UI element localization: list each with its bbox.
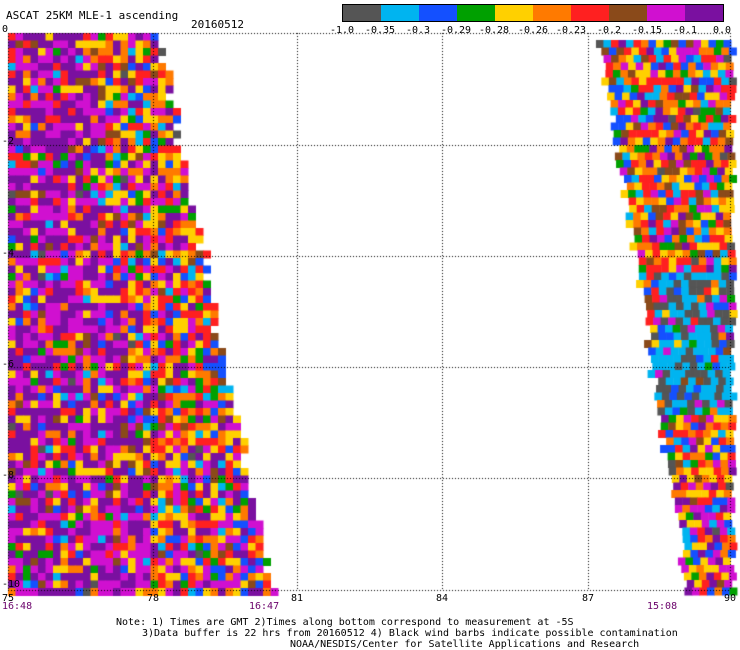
- color-scale-bar: [342, 4, 724, 22]
- x-tick-label: 81: [290, 593, 304, 604]
- color-swatch: [457, 5, 495, 21]
- y-tick-label: -10: [2, 579, 21, 590]
- scale-tick: -0.29: [440, 25, 472, 36]
- x-tick-label: 87: [581, 593, 595, 604]
- color-swatch: [571, 5, 609, 21]
- scale-tick: -0.1: [672, 25, 698, 36]
- y-tick-label: 0: [2, 24, 9, 35]
- y-tick-label: -6: [2, 359, 15, 370]
- y-tick-label: -2: [2, 136, 15, 147]
- swath-time-label: 16:48: [2, 601, 33, 612]
- scale-tick: -0.3: [405, 25, 431, 36]
- y-tick-label: -8: [2, 470, 15, 481]
- swath-time-label: 16:47: [249, 601, 280, 612]
- x-tick-label: 75: [1, 593, 15, 604]
- color-swatch: [647, 5, 685, 21]
- swath-time-label: 15:08: [647, 601, 678, 612]
- scale-tick: -0.23: [555, 25, 587, 36]
- x-tick-label: 84: [435, 593, 449, 604]
- map-title: ASCAT 25KM MLE-1 ascending: [6, 9, 179, 22]
- footnote-line-1: Note: 1) Times are GMT 2)Times along bot…: [116, 617, 574, 628]
- scale-tick: -0.2: [596, 25, 622, 36]
- scale-tick: -0.26: [517, 25, 549, 36]
- color-swatch: [495, 5, 533, 21]
- footnote-line-3: NOAA/NESDIS/Center for Satellite Applica…: [290, 639, 640, 650]
- color-swatch: [419, 5, 457, 21]
- scale-tick: -0.35: [364, 25, 396, 36]
- scale-tick: -1.0: [329, 25, 355, 36]
- color-swatch: [609, 5, 647, 21]
- color-swatch: [685, 5, 723, 21]
- footnote-line-2: 3)Data buffer is 22 hrs from 20160512 4)…: [142, 628, 678, 639]
- color-swatch: [381, 5, 419, 21]
- scale-tick: -0.15: [631, 25, 663, 36]
- color-swatch: [533, 5, 571, 21]
- scale-tick: 0.0: [712, 25, 732, 36]
- y-tick-label: -4: [2, 248, 15, 259]
- x-tick-label: 78: [146, 593, 160, 604]
- x-tick-label: 90: [723, 593, 737, 604]
- scale-tick: -0.28: [478, 25, 510, 36]
- color-swatch: [343, 5, 381, 21]
- map-date: 20160512: [191, 18, 244, 31]
